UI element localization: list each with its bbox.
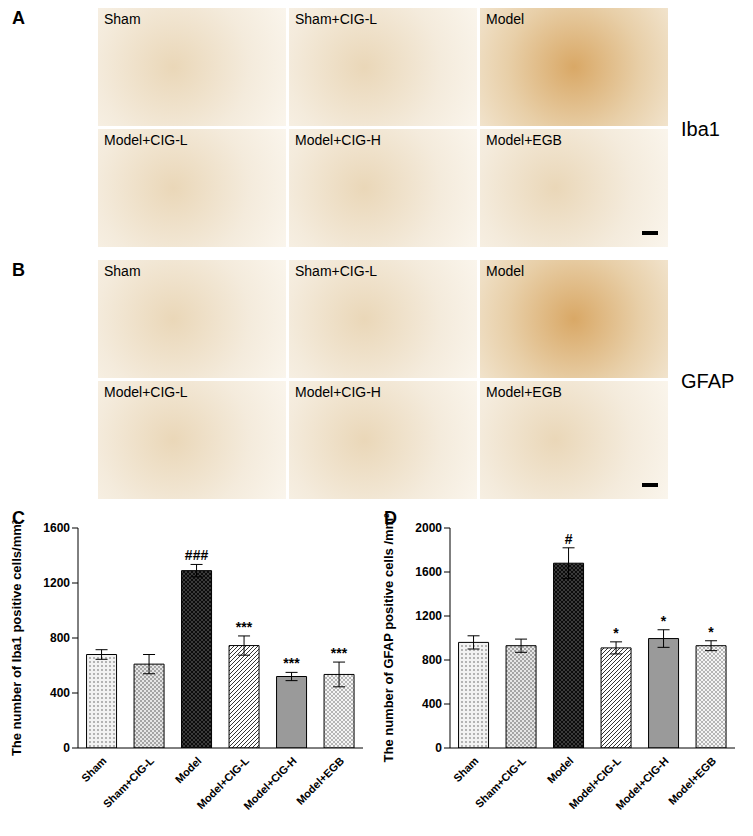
svg-text:800: 800 xyxy=(50,631,70,645)
svg-text:Model: Model xyxy=(173,754,204,785)
svg-text:1600: 1600 xyxy=(43,521,70,535)
svg-text:The number of Iba1 positive ce: The number of Iba1 positive cells/mm² xyxy=(9,519,24,756)
svg-text:0: 0 xyxy=(435,741,442,755)
svg-text:400: 400 xyxy=(422,697,442,711)
svg-text:400: 400 xyxy=(50,686,70,700)
svg-text:*: * xyxy=(613,625,619,641)
svg-text:***: *** xyxy=(236,619,253,635)
svg-text:Model+EGB: Model+EGB xyxy=(666,754,718,806)
svg-text:#: # xyxy=(565,531,573,547)
svg-text:Model: Model xyxy=(545,754,576,785)
svg-text:*: * xyxy=(661,613,667,629)
svg-text:1200: 1200 xyxy=(415,609,442,623)
svg-text:800: 800 xyxy=(422,653,442,667)
svg-text:***: *** xyxy=(283,655,300,671)
svg-text:Sham+CIG-L: Sham+CIG-L xyxy=(101,754,157,810)
svg-text:Sham: Sham xyxy=(79,754,109,784)
svg-text:Model+CIG-H: Model+CIG-H xyxy=(241,754,299,812)
svg-text:*: * xyxy=(708,624,714,640)
svg-text:***: *** xyxy=(331,645,348,661)
svg-text:Sham+CIG-L: Sham+CIG-L xyxy=(473,754,529,810)
svg-text:###: ### xyxy=(185,547,209,563)
svg-text:2000: 2000 xyxy=(415,521,442,535)
svg-text:Model+EGB: Model+EGB xyxy=(294,754,346,806)
svg-text:0: 0 xyxy=(63,741,70,755)
svg-text:1600: 1600 xyxy=(415,565,442,579)
svg-text:Model+CIG-H: Model+CIG-H xyxy=(613,754,671,812)
svg-text:Sham: Sham xyxy=(451,754,481,784)
svg-text:The number of GFAP positive ce: The number of GFAP positive cells /mm² xyxy=(381,513,396,763)
svg-text:1200: 1200 xyxy=(43,576,70,590)
